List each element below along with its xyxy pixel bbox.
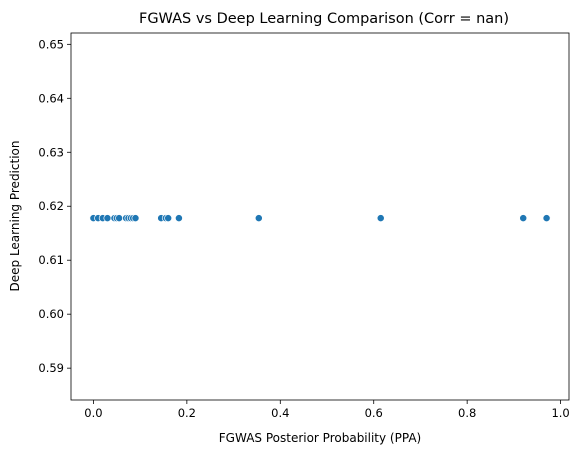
x-tick-label: 0.2 [178,406,196,420]
x-tick-label: 0.4 [271,406,289,420]
data-point [519,214,528,223]
data-point [254,214,263,223]
x-axis-label: FGWAS Posterior Probability (PPA) [219,431,421,445]
data-point [103,214,112,223]
plot-frame [70,32,570,401]
data-point [115,214,124,223]
x-tick-label: 0.8 [458,406,476,420]
data-point [174,214,183,223]
x-tick-label: 0.6 [365,406,383,420]
data-point [164,214,173,223]
y-axis-label: Deep Learning Prediction [8,141,22,292]
y-tick-label: 0.61 [38,253,64,267]
data-points [89,214,551,223]
y-tick-label: 0.64 [38,91,64,105]
y-tick-label: 0.65 [38,37,64,51]
y-tick-label: 0.60 [38,307,64,321]
data-point [542,214,551,223]
x-tick-label: 1.0 [551,406,569,420]
x-tick-label: 0.0 [84,406,102,420]
y-tick-label: 0.62 [38,199,64,213]
data-point [376,214,385,223]
y-axis-ticks: 0.59 0.60 0.61 0.62 0.63 0.64 0.65 [38,37,71,375]
chart-title: FGWAS vs Deep Learning Comparison (Corr … [139,11,509,27]
x-axis-ticks: 0.0 0.2 0.4 0.6 0.8 1.0 [84,400,570,420]
data-point [131,214,140,223]
y-tick-label: 0.63 [38,145,64,159]
y-tick-label: 0.59 [38,361,64,375]
